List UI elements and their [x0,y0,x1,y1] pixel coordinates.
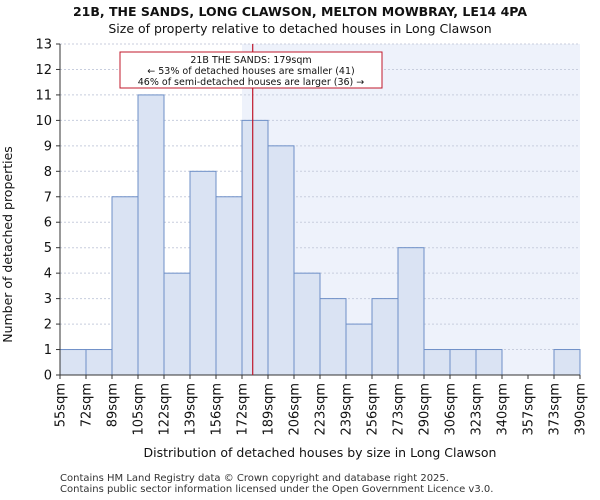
y-tick-label: 6 [44,216,52,231]
bar [163,272,191,376]
bar [475,349,503,376]
y-tick-label: 0 [44,369,52,384]
y-tick-label: 2 [44,318,52,333]
x-tick-label: 55sqm [54,383,69,427]
y-tick-label: 10 [35,114,52,129]
footer-line-1: Contains HM Land Registry data © Crown c… [60,473,449,484]
x-tick-label: 223sqm [314,383,329,436]
bar [267,145,295,376]
annotation-box [119,51,383,89]
y-tick-label: 12 [35,63,52,78]
y-tick-label: 3 [44,292,52,307]
bar [345,323,373,376]
chart-subtitle: Size of property relative to detached ho… [108,21,492,36]
annotation-line-3: 46% of semi-detached houses are larger (… [138,77,365,88]
y-tick-label: 8 [44,165,52,180]
x-tick-label: 390sqm [574,383,589,436]
x-tick-label: 105sqm [132,383,147,436]
bar [397,247,425,376]
bar [293,272,321,376]
x-tick-label: 172sqm [236,383,251,436]
y-tick-label: 1 [44,343,52,358]
x-tick-label: 273sqm [392,383,407,436]
x-tick-label: 290sqm [418,383,433,436]
bar [215,196,243,376]
bar [59,349,87,376]
y-tick-label: 4 [44,267,52,282]
x-tick-label: 340sqm [496,383,511,436]
x-tick-label: 323sqm [470,383,485,436]
chart-title: 21B, THE SANDS, LONG CLAWSON, MELTON MOW… [72,4,527,19]
x-tick-label: 239sqm [340,383,355,436]
bar [189,170,217,376]
bar [371,298,399,376]
bar [241,119,269,376]
y-tick-label: 11 [35,88,52,103]
x-tick-label: 122sqm [158,383,173,436]
x-tick-label: 189sqm [262,383,277,436]
y-tick-label: 13 [35,38,52,53]
bar [449,349,477,376]
bar [553,349,581,376]
x-tick-label: 139sqm [184,383,199,436]
footer-line-2: Contains public sector information licen… [60,484,494,495]
bar [319,298,347,376]
x-tick-label: 357sqm [522,383,537,436]
y-axis-label: Number of detached properties [0,146,15,343]
annotation-line-2: ← 53% of detached houses are smaller (41… [147,66,354,77]
bar [137,94,165,376]
bar [423,349,451,376]
x-tick-label: 89sqm [106,383,121,427]
x-axis-label: Distribution of detached houses by size … [144,445,497,460]
x-tick-label: 206sqm [288,383,303,436]
x-tick-label: 156sqm [210,383,225,436]
bar [85,349,113,376]
bar [111,196,139,376]
x-tick-label: 373sqm [548,383,563,436]
y-tick-label: 5 [44,241,52,256]
y-tick-label: 9 [44,139,52,154]
x-tick-label: 256sqm [366,383,381,436]
x-tick-label: 306sqm [444,383,459,436]
annotation-line-1: 21B THE SANDS: 179sqm [190,55,311,66]
x-tick-label: 72sqm [80,383,95,427]
y-tick-label: 7 [44,190,52,205]
